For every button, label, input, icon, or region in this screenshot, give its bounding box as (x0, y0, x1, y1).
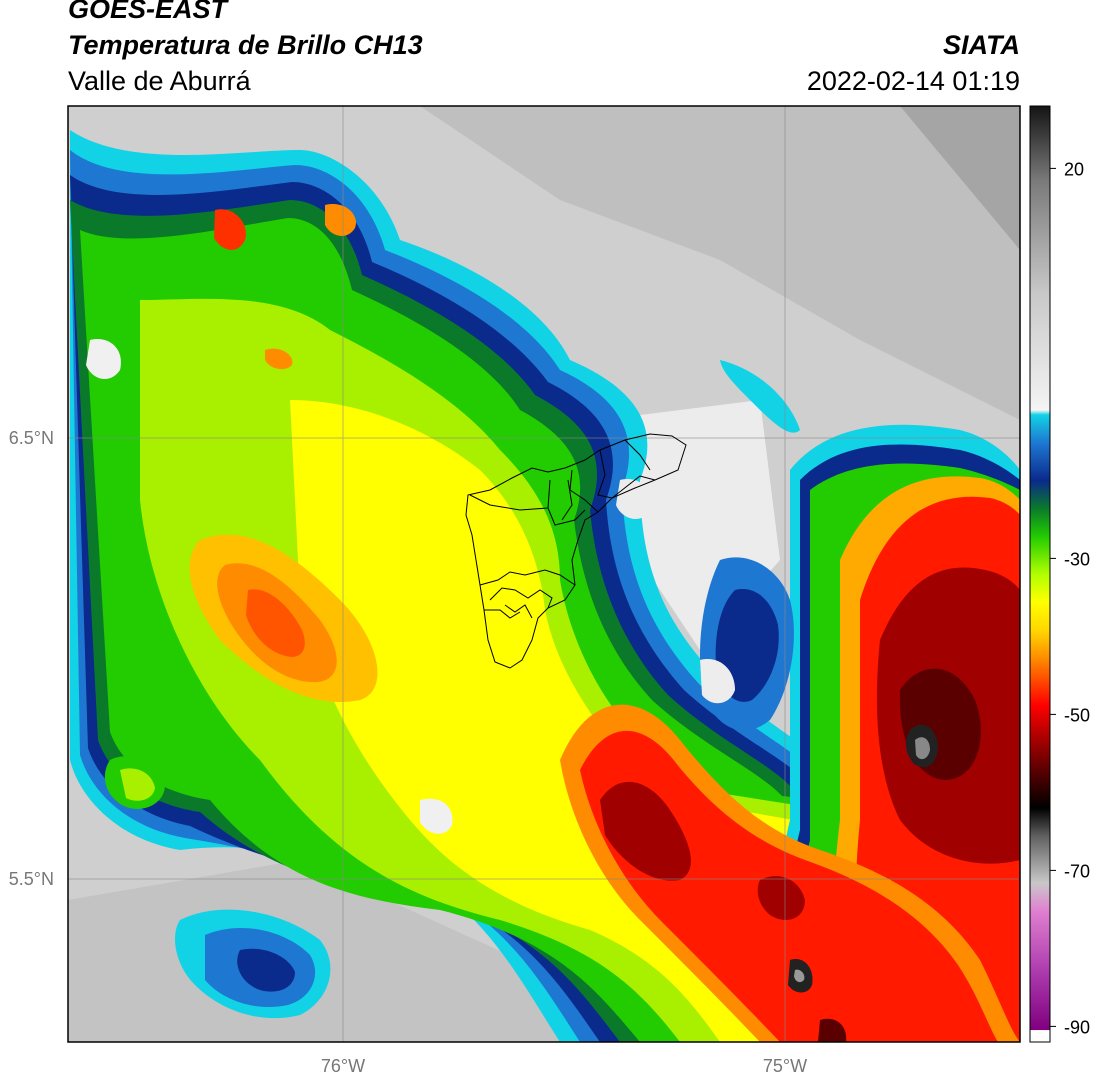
agency-title: GOES-EAST (68, 0, 228, 24)
map-frame (67, 105, 1021, 1043)
timestamp-label: 2022-02-14 01:19 (806, 66, 1020, 96)
municipal-boundaries (465, 433, 687, 669)
colorbar-tick-label: -30 (1064, 549, 1090, 569)
colorbar-tick-label: -90 (1064, 1017, 1090, 1037)
colorbar-tick-label: -70 (1064, 861, 1090, 881)
colorbar: 20 -30 -50 -70 -90 (1029, 105, 1090, 1043)
central-convective-band (560, 704, 1020, 1042)
lat-tick-label: 6.5°N (9, 428, 54, 448)
cloud-field (68, 106, 1020, 1042)
organization-label: SIATA (943, 30, 1020, 60)
gray-streak (420, 106, 1020, 420)
gridlines (68, 106, 1020, 1042)
region-subtitle: Valle de Aburrá (68, 66, 251, 96)
lon-tick-label: 75°W (763, 1056, 807, 1076)
clear-sky-patches (86, 339, 651, 834)
colorbar-tick-label: -50 (1064, 705, 1090, 725)
gray-streak (900, 106, 1020, 250)
colorbar-tick-label: 20 (1064, 159, 1084, 179)
colorbar-ramp (1029, 105, 1051, 1043)
lat-tick-label: 5.5°N (9, 869, 54, 889)
southwest-cloud-patch (175, 909, 331, 1019)
product-title: Temperatura de Brillo CH13 (68, 30, 423, 60)
lon-tick-label: 76°W (321, 1056, 365, 1076)
east-cloud-fringes (700, 360, 800, 731)
